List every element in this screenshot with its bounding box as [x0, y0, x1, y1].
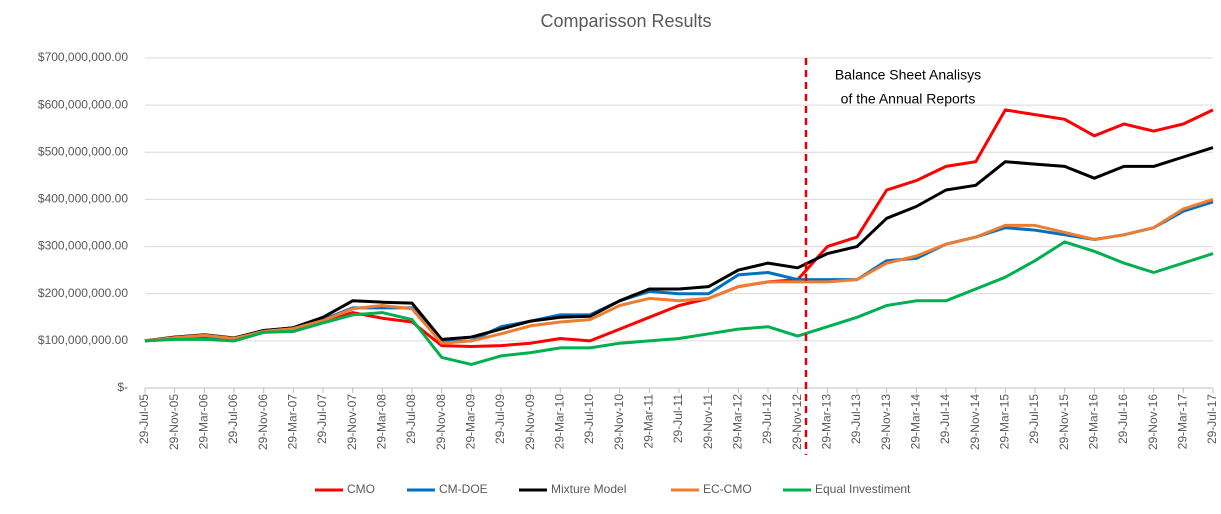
x-tick-label: 29-Jul-12 [760, 394, 774, 444]
x-tick-label: 29-Nov-08 [434, 394, 448, 450]
x-tick-label: 29-Jul-09 [493, 394, 507, 444]
x-tick-label: 29-Nov-09 [523, 394, 537, 450]
x-tick-label: 29-Jul-15 [1027, 394, 1041, 444]
legend-label: CM-DOE [439, 482, 488, 496]
x-tick-label: 29-Jul-14 [938, 394, 952, 444]
x-tick-label: 29-Mar-06 [197, 394, 211, 450]
series-line [144, 146, 1214, 343]
x-tick-label: 29-Jul-13 [849, 394, 863, 444]
x-tick-label: 29-Mar-10 [553, 394, 567, 450]
x-tick-label: 29-Nov-06 [256, 394, 270, 450]
x-tick-label: 29-Mar-07 [286, 394, 300, 450]
x-tick-label: 29-Nov-13 [879, 394, 893, 450]
x-tick-label: 29-Nov-11 [701, 394, 715, 449]
series-line [144, 197, 1214, 345]
x-tick-label: 29-Mar-08 [375, 394, 389, 450]
y-tick-label: $100,000,000.00 [38, 333, 128, 347]
x-tick-label: 29-Nov-07 [345, 394, 359, 450]
x-tick-label: 29-Jul-06 [226, 394, 240, 444]
legend-label: Mixture Model [551, 482, 626, 496]
chart-title: Comparisson Results [540, 11, 711, 31]
x-tick-label: 29-Mar-17 [1176, 394, 1190, 450]
x-tick-label: 29-Jul-11 [671, 394, 685, 443]
x-tick-label: 29-Mar-13 [820, 394, 834, 450]
x-tick-label: 29-Jul-05 [137, 394, 151, 444]
annotation-text: of the Annual Reports [841, 91, 976, 107]
series-line [144, 240, 1214, 366]
x-tick-label: 29-Mar-11 [642, 394, 656, 449]
series-line [144, 200, 1214, 344]
x-tick-label: 29-Mar-16 [1087, 394, 1101, 450]
x-tick-label: 29-Mar-09 [464, 394, 478, 450]
y-tick-label: $300,000,000.00 [38, 239, 128, 253]
x-tick-label: 29-Nov-14 [968, 394, 982, 450]
annotation-text: Balance Sheet Analisys [835, 67, 981, 83]
x-tick-label: 29-Jul-17 [1205, 394, 1219, 444]
x-tick-label: 29-Jul-08 [404, 394, 418, 444]
x-tick-label: 29-Nov-15 [1057, 394, 1071, 450]
y-tick-label: $700,000,000.00 [38, 50, 128, 64]
y-tick-label: $500,000,000.00 [38, 144, 128, 158]
y-tick-label: $400,000,000.00 [38, 192, 128, 206]
y-tick-label: $200,000,000.00 [38, 286, 128, 300]
legend-label: EC-CMO [703, 482, 752, 496]
x-tick-label: 29-Nov-16 [1146, 394, 1160, 450]
x-tick-label: 29-Nov-05 [167, 394, 181, 450]
x-tick-label: 29-Jul-16 [1116, 394, 1130, 444]
x-tick-label: 29-Mar-12 [731, 394, 745, 450]
x-tick-label: 29-Nov-12 [790, 394, 804, 450]
x-tick-label: 29-Mar-14 [909, 394, 923, 450]
x-tick-label: 29-Jul-07 [315, 394, 329, 444]
x-tick-label: 29-Mar-15 [998, 394, 1012, 450]
y-tick-label: $- [117, 380, 128, 394]
legend-label: CMO [347, 482, 375, 496]
legend-label: Equal Investiment [815, 482, 911, 496]
x-tick-label: 29-Nov-10 [612, 394, 626, 450]
y-tick-label: $600,000,000.00 [38, 97, 128, 111]
x-tick-label: 29-Jul-10 [582, 394, 596, 444]
